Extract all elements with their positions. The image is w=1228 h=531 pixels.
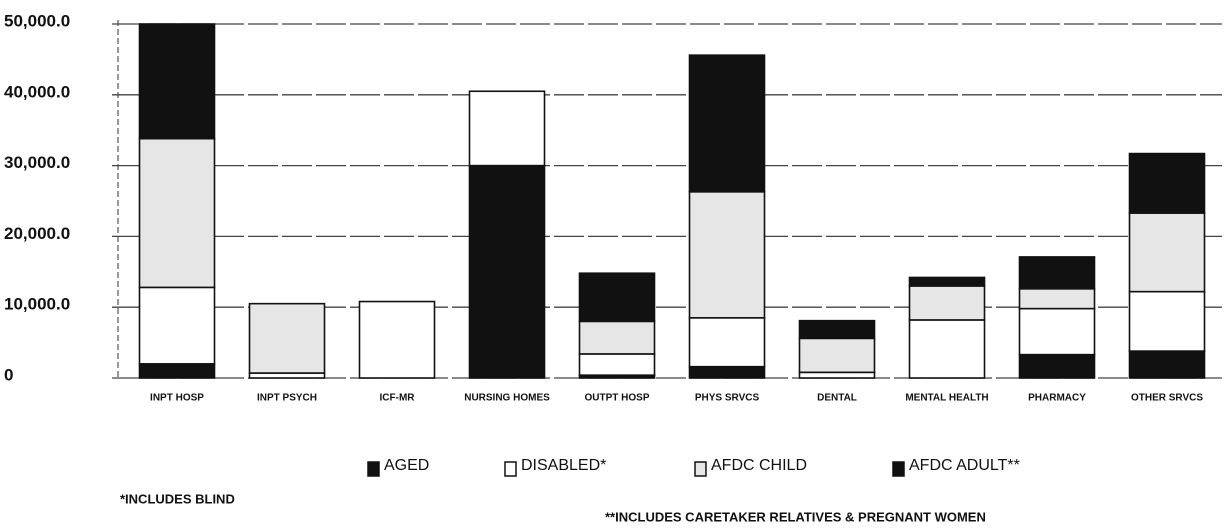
bar-segment bbox=[798, 319, 876, 340]
y-tick-label: 10,000.0 bbox=[4, 295, 70, 314]
y-tick-label: 20,000.0 bbox=[4, 224, 70, 243]
bar-segment bbox=[688, 190, 766, 319]
bar-segment bbox=[1128, 152, 1206, 214]
bar-segment bbox=[798, 371, 876, 379]
legend-label: AGED bbox=[384, 457, 429, 474]
legend-label: AFDC ADULT** bbox=[909, 457, 1020, 474]
bar-segment bbox=[908, 319, 986, 379]
legend-label: AFDC CHILD bbox=[711, 457, 807, 474]
bar-segment bbox=[688, 317, 766, 368]
bar-segment bbox=[1018, 307, 1096, 356]
bar-segment bbox=[908, 285, 986, 321]
bar-segment bbox=[358, 300, 436, 379]
x-tick-label: INPT PSYCH bbox=[257, 393, 317, 404]
bar-segment bbox=[1018, 256, 1096, 290]
x-tick-label: DENTAL bbox=[817, 393, 857, 404]
legend-swatch bbox=[892, 461, 905, 477]
y-tick-label: 50,000.0 bbox=[4, 11, 70, 30]
y-tick-label: 40,000.0 bbox=[4, 82, 70, 101]
y-tick-label: 30,000.0 bbox=[4, 153, 70, 172]
bar-segment bbox=[1018, 353, 1096, 379]
bar-segment bbox=[908, 276, 986, 287]
bar-segment bbox=[1128, 350, 1206, 379]
bar-segment bbox=[578, 272, 656, 323]
bar-segment bbox=[138, 23, 216, 140]
footnote: **INCLUDES CARETAKER RELATIVES & PREGNAN… bbox=[605, 509, 986, 524]
legend-swatch bbox=[367, 461, 380, 477]
bar-segment bbox=[468, 90, 546, 167]
legend-swatch bbox=[694, 461, 707, 477]
x-tick-label: ICF-MR bbox=[380, 393, 416, 404]
legend-label: DISABLED* bbox=[521, 457, 606, 474]
x-tick-label: NURSING HOMES bbox=[464, 393, 550, 404]
bar-segment bbox=[1018, 287, 1096, 310]
bar-segment bbox=[138, 137, 216, 289]
x-tick-label: INPT HOSP bbox=[150, 393, 204, 404]
bar-segment bbox=[468, 164, 546, 379]
x-tick-label: PHARMACY bbox=[1028, 393, 1086, 404]
bar-segment bbox=[578, 353, 656, 376]
bar-segment bbox=[1128, 290, 1206, 352]
legend-swatch bbox=[504, 461, 517, 477]
bar-segment bbox=[138, 286, 216, 365]
x-tick-label: MENTAL HEALTH bbox=[905, 393, 988, 404]
footnote: *INCLUDES BLIND bbox=[120, 491, 235, 506]
x-tick-label: OTHER SRVCS bbox=[1131, 393, 1203, 404]
bar-segment bbox=[1128, 212, 1206, 293]
bar-segment bbox=[248, 302, 326, 374]
bar-segment bbox=[798, 337, 876, 374]
bar-segment bbox=[688, 54, 766, 193]
x-tick-label: PHYS SRVCS bbox=[695, 393, 760, 404]
x-tick-label: OUTPT HOSP bbox=[584, 393, 649, 404]
bar-segment bbox=[578, 320, 656, 355]
y-tick-label: 0 bbox=[4, 365, 13, 384]
bar-segment bbox=[688, 365, 766, 379]
bar-segment bbox=[138, 363, 216, 379]
